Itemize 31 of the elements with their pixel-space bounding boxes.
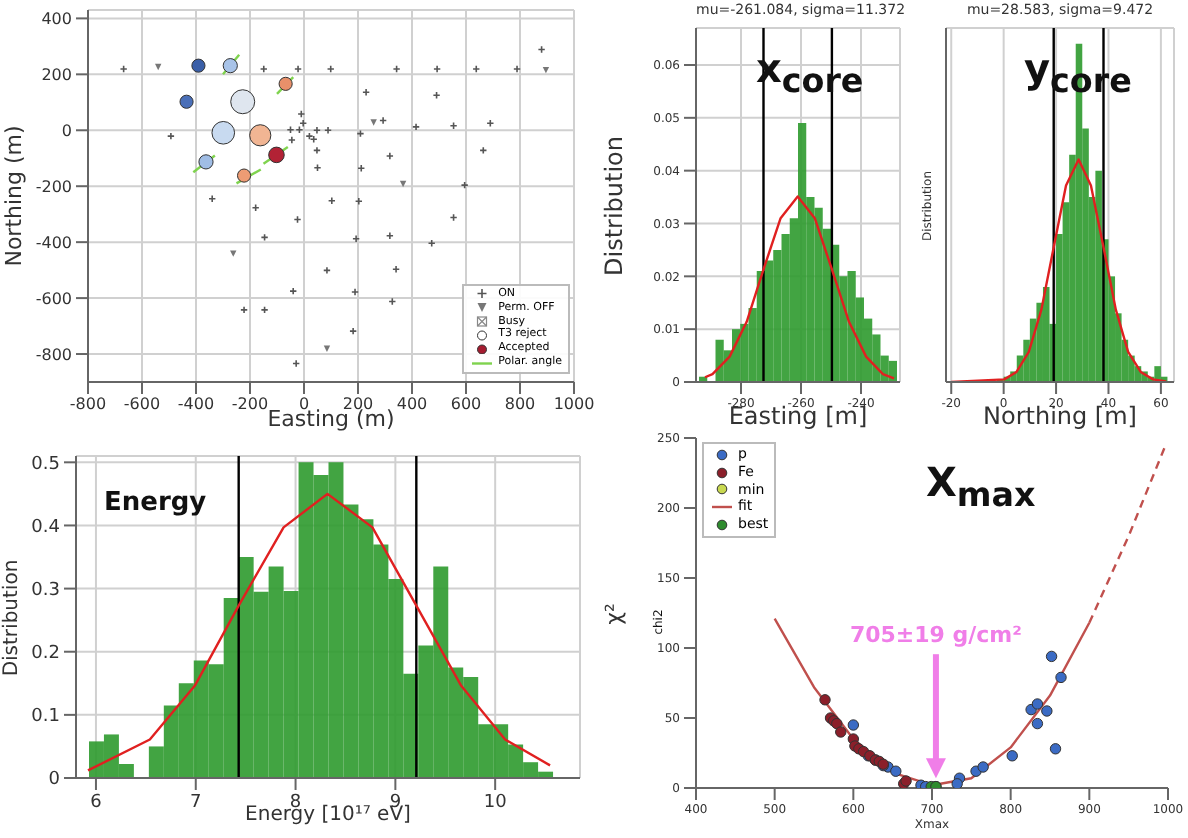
y-tick-label: -800 [35, 345, 72, 364]
y-axis-title: Distribution [1, 558, 23, 676]
y-axis-title: χ² [600, 602, 626, 624]
y-axis-title: Northing (m) [0, 125, 26, 267]
x-tick-label: 1000 [553, 395, 595, 414]
annotation: 705±19 g/cm² [849, 622, 1023, 649]
y-tick-label: 0.2 [31, 644, 60, 665]
y-tick-label: -200 [35, 177, 72, 196]
x-tick-label: -600 [123, 395, 161, 414]
y-tick-label: 400 [41, 10, 72, 29]
x-tick-label: 600 [450, 395, 482, 414]
y-axis-title: Distribution [600, 134, 628, 276]
y-tick-label: 0 [61, 121, 72, 140]
annotation: X$_{max}$ [926, 458, 1036, 514]
x-tick-label: 400 [396, 395, 428, 414]
x-tick-label: -400 [177, 395, 215, 414]
x-tick-label: -200 [231, 395, 269, 414]
y-tick-label: -600 [35, 289, 72, 308]
y-tick-label: 200 [41, 66, 72, 85]
y-tick-label: 0.1 [31, 707, 60, 728]
x-tick-label: -800 [69, 395, 107, 414]
y-tick-label: 0 [48, 770, 61, 791]
x-tick-label: 7 [190, 792, 202, 813]
y-tick-label: -400 [35, 233, 72, 252]
x-tick-label: 800 [504, 395, 536, 414]
y-tick-label: 0.4 [31, 517, 61, 538]
y-tick-label: 0.5 [31, 454, 60, 475]
y-tick-label: 0.3 [31, 580, 60, 601]
x-tick-label: 10 [483, 792, 508, 813]
x-tick-label: 6 [90, 792, 103, 813]
annotation: Energy [104, 488, 207, 518]
